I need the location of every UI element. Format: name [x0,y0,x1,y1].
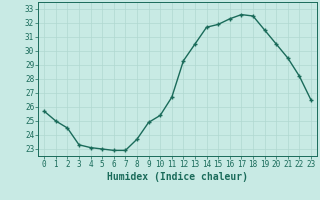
X-axis label: Humidex (Indice chaleur): Humidex (Indice chaleur) [107,172,248,182]
